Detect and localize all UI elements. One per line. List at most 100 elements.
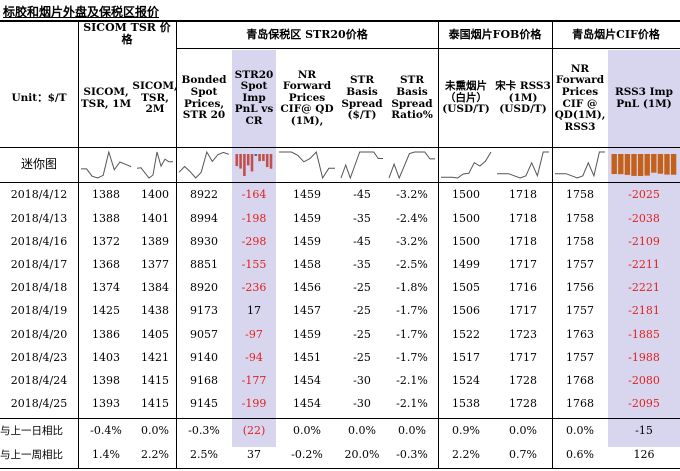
- summary-cell-smoked-sheet: 2.2%: [452, 448, 480, 462]
- cell-bonded-spot: 9173: [190, 304, 218, 318]
- cell-sicom-1m: 1403: [92, 350, 120, 364]
- sparkline-row: [81, 150, 677, 180]
- sparkline-bar: [631, 154, 637, 176]
- cell-sicom-2m: 1377: [141, 258, 169, 272]
- summary-cell-sicom-2m: 0.0%: [141, 424, 169, 438]
- row-date: 2018/4/16: [10, 234, 68, 248]
- row-date: 2018/4/24: [10, 374, 68, 388]
- cell-sicom-2m: 1405: [141, 327, 169, 341]
- summary-cell-str-spread: 20.0%: [344, 448, 380, 462]
- table-top-border: [0, 20, 680, 22]
- summary-cell-smoked-sheet: 0.9%: [452, 424, 480, 438]
- cell-sicom-2m: 1438: [141, 304, 169, 318]
- cell-str-spread: -25: [353, 327, 371, 341]
- cell-sicom-1m: 1368: [92, 258, 120, 272]
- sparkline-line: [497, 151, 549, 179]
- sparkline-bar: [670, 154, 677, 175]
- cell-sicom-1m: 1388: [92, 188, 120, 202]
- sparkline-bar: [262, 154, 265, 161]
- cell-bonded-spot: 9145: [190, 397, 218, 411]
- cell-nr-forward: 1457: [293, 304, 321, 318]
- sparkline-bar: [250, 154, 254, 172]
- cell-str-spread: -35: [353, 258, 371, 272]
- cell-songka: 1718: [509, 234, 537, 248]
- sparkline-bar: [258, 154, 261, 162]
- cell-str-spread-ratio: -2.5%: [396, 258, 428, 272]
- summary-cell-rss3-pnl: -15: [635, 424, 653, 438]
- cell-sicom-1m: 1386: [92, 327, 120, 341]
- cell-str-spread-ratio: -1.7%: [396, 304, 428, 318]
- cell-sicom-2m: 1400: [141, 188, 169, 202]
- group-header-qingdao-bonded: 青岛保税区 STR20价格: [246, 27, 368, 41]
- cell-nr-forward: 1451: [293, 350, 321, 364]
- cell-bonded-spot: 9057: [190, 327, 218, 341]
- column-header-unit: Unit：$/T: [11, 91, 67, 104]
- cell-str-spread-ratio: -3.2%: [396, 188, 428, 202]
- group-header-thai-fob: 泰国烟片FOB价格: [448, 27, 542, 41]
- column-header-nr-forward: NR Forward Prices CIF@ QD (1M),: [280, 68, 334, 127]
- cell-sicom-1m: 1372: [92, 234, 120, 248]
- cell-rss3-pnl: -2109: [628, 234, 660, 248]
- column-header-sicom-1m: SICOM, TSR, 1M: [80, 85, 132, 110]
- summary-cell-str20-pnl: (22): [242, 424, 266, 438]
- row-date: 2018/4/23: [10, 350, 68, 364]
- cell-nr-forward-rss3: 1758: [566, 211, 594, 225]
- cell-nr-forward-rss3: 1758: [566, 188, 594, 202]
- cell-sicom-1m: 1374: [92, 281, 120, 295]
- cell-str20-pnl: -155: [241, 258, 267, 272]
- column-header-rss3-pnl: RSS3 Imp PnL (1M): [615, 85, 673, 110]
- cell-str20-pnl: -236: [241, 281, 267, 295]
- cell-sicom-1m: 1398: [92, 374, 120, 388]
- sparkline-line: [388, 151, 435, 180]
- cell-sicom-2m: 1389: [141, 234, 169, 248]
- cell-smoked-sheet: 1524: [452, 374, 480, 388]
- cell-rss3-pnl: -2025: [628, 188, 660, 202]
- cell-sicom-2m: 1421: [141, 350, 169, 364]
- summary-cell-nr-forward-rss3: 0.0%: [566, 424, 594, 438]
- column-header-smoked-sheet: 未熏烟片（白片）(USD/T): [442, 80, 490, 116]
- cell-sicom-1m: 1425: [92, 304, 120, 318]
- cell-rss3-pnl: -1885: [628, 327, 660, 341]
- cell-rss3-pnl: -2221: [628, 281, 660, 295]
- column-divider: [552, 22, 553, 468]
- cell-str-spread: -45: [353, 234, 371, 248]
- cell-sicom-2m: 1415: [141, 374, 169, 388]
- cell-songka: 1723: [509, 327, 537, 341]
- cell-str-spread-ratio: -1.7%: [396, 327, 428, 341]
- column-header-nr-forward-rss3: NR Forward Prices CIF @ QD(1M), RSS3: [554, 62, 606, 133]
- cell-str-spread: -25: [353, 281, 371, 295]
- cell-str-spread: -25: [353, 304, 371, 318]
- summary-cell-bonded-spot: -0.3%: [188, 424, 220, 438]
- cell-str-spread-ratio: -1.8%: [396, 281, 428, 295]
- row-date: 2018/4/13: [10, 211, 68, 225]
- cell-smoked-sheet: 1499: [452, 258, 480, 272]
- cell-songka: 1717: [509, 304, 537, 318]
- cell-nr-forward: 1459: [293, 234, 321, 248]
- cell-rss3-pnl: -2080: [628, 374, 660, 388]
- sparkline-bar: [618, 154, 624, 175]
- cell-smoked-sheet: 1500: [452, 188, 480, 202]
- summary-label: 与上一周相比: [0, 448, 63, 461]
- cell-nr-forward: 1459: [293, 188, 321, 202]
- summary-cell-str20-pnl: 37: [247, 448, 261, 462]
- row-date: 2018/4/17: [10, 258, 68, 272]
- cell-str-spread-ratio: -3.2%: [396, 234, 428, 248]
- summary-cell-bonded-spot: 2.5%: [190, 448, 218, 462]
- cell-smoked-sheet: 1522: [452, 327, 480, 341]
- cell-songka: 1717: [509, 258, 537, 272]
- cell-str20-pnl: -198: [241, 211, 267, 225]
- rss3-pnl-highlight: [608, 50, 680, 447]
- cell-str-spread: -30: [353, 397, 371, 411]
- column-divider: [176, 22, 177, 468]
- cell-songka: 1728: [509, 397, 537, 411]
- cell-songka: 1716: [509, 281, 537, 295]
- cell-nr-forward: 1459: [293, 211, 321, 225]
- row-date: 2018/4/19: [10, 304, 68, 318]
- cell-nr-forward: 1454: [293, 374, 321, 388]
- summary-cell-songka: 0.0%: [509, 424, 537, 438]
- cell-smoked-sheet: 1505: [452, 281, 480, 295]
- cell-smoked-sheet: 1506: [452, 304, 480, 318]
- summary-divider: [0, 418, 680, 419]
- sparkline-bar: [664, 154, 670, 175]
- column-header-str-spread: STR Basis Spread ($/T): [341, 74, 383, 122]
